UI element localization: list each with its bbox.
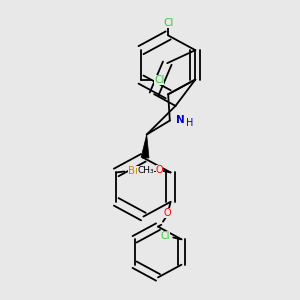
- Text: methoxy: methoxy: [149, 169, 155, 171]
- Text: Br: Br: [128, 166, 139, 176]
- Text: Cl: Cl: [160, 231, 170, 241]
- Text: H: H: [186, 118, 193, 128]
- Text: O: O: [156, 165, 164, 175]
- Text: N: N: [176, 115, 185, 125]
- Text: CH₃: CH₃: [137, 167, 154, 176]
- Text: Cl: Cl: [154, 75, 164, 85]
- Text: O: O: [163, 208, 171, 218]
- Text: Cl: Cl: [163, 18, 173, 28]
- Polygon shape: [141, 134, 149, 158]
